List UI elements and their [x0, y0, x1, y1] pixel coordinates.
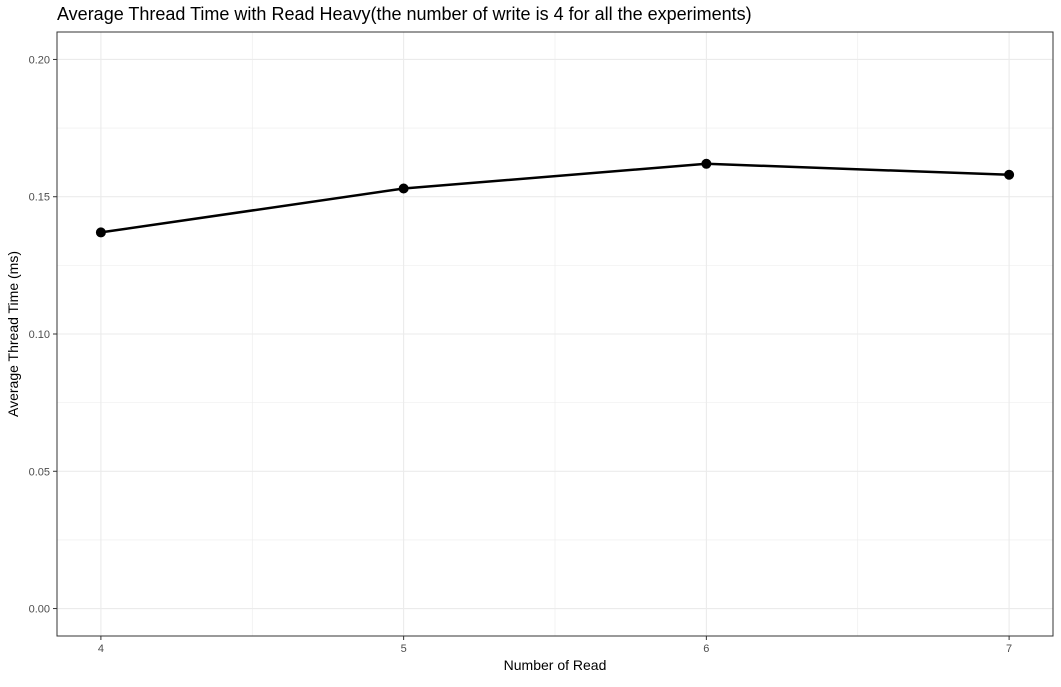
data-point [95, 227, 106, 238]
data-point [398, 183, 409, 194]
y-tick-label: 0.15 [29, 192, 50, 204]
x-axis-title: Number of Read [504, 657, 607, 673]
y-tick-label: 0.20 [29, 54, 50, 66]
series-line-group [99, 162, 1011, 234]
y-tick-label: 0.10 [29, 329, 50, 341]
y-axis-title: Average Thread Time (ms) [5, 251, 21, 417]
data-point [701, 158, 712, 169]
chart-title: Average Thread Time with Read Heavy(the … [57, 4, 752, 24]
series-line [99, 162, 1011, 234]
data-point [1004, 169, 1015, 180]
x-tick-label: 6 [703, 643, 709, 655]
y-tick-label: 0.05 [29, 466, 50, 478]
y-tick-label: 0.00 [29, 604, 50, 616]
x-tick-label: 4 [98, 643, 104, 655]
grid-lines [57, 32, 1053, 636]
x-axis: 4 5 6 7 [98, 636, 1012, 655]
y-axis: 0.00 0.05 0.10 0.15 0.20 [29, 54, 57, 616]
data-points [95, 158, 1015, 238]
x-tick-label: 7 [1006, 643, 1012, 655]
x-tick-label: 5 [401, 643, 407, 655]
